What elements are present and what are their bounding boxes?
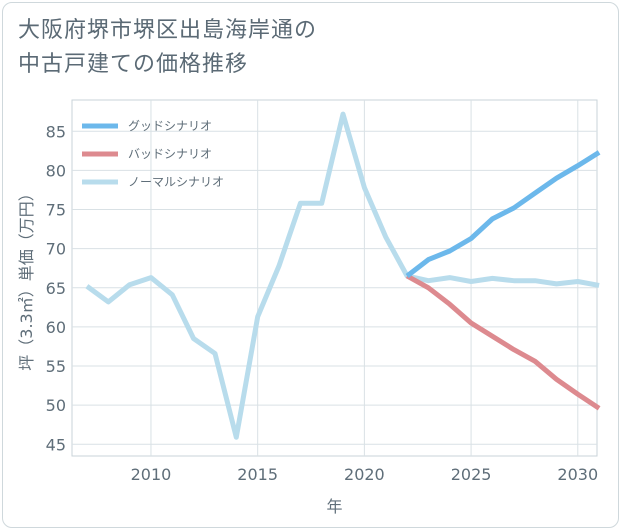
bad-scenario-line (405, 273, 601, 411)
x-tick-label: 2015 (237, 465, 278, 484)
y-tick-label: 85 (46, 122, 66, 141)
y-tick-labels: 45 50 55 60 65 70 75 80 85 (46, 122, 66, 454)
y-tick-label: 55 (46, 357, 66, 376)
y-tick-label: 80 (46, 161, 66, 180)
title-line-1: 大阪府堺市堺区出島海岸通の (18, 18, 318, 43)
series-lines (85, 111, 601, 440)
y-tick-label: 60 (46, 318, 66, 337)
legend-label: バッドシナリオ (128, 147, 212, 161)
legend-label: ノーマルシナリオ (128, 175, 224, 189)
normal-scenario-line (85, 111, 600, 440)
legend-label: グッドシナリオ (128, 119, 212, 133)
legend-bad: バッドシナリオ (82, 147, 212, 161)
y-tick-label: 70 (46, 240, 66, 259)
chart-title: 大阪府堺市堺区出島海岸通の 中古戸建ての価格推移 (18, 14, 578, 82)
x-tick-label: 2010 (131, 465, 172, 484)
x-axis-title: 年 (326, 497, 342, 516)
x-tick-label: 2025 (451, 465, 492, 484)
y-axis-title: 坪（3.3㎡）単価（万円） (17, 185, 36, 370)
y-tick-label: 75 (46, 201, 66, 220)
grid-lines (72, 100, 597, 456)
x-tick-label: 2030 (557, 465, 598, 484)
x-tick-labels: 2010 2015 2020 2025 2030 (131, 465, 599, 484)
good-scenario-line (405, 150, 601, 278)
x-tick-label: 2020 (344, 465, 385, 484)
y-tick-label: 50 (46, 396, 66, 415)
plot-area (71, 99, 598, 457)
title-line-2: 中古戸建ての価格推移 (18, 52, 249, 77)
y-tick-label: 65 (46, 279, 66, 298)
y-tick-label: 45 (46, 435, 66, 454)
legend-normal: ノーマルシナリオ (82, 175, 224, 189)
legend-good: グッドシナリオ (82, 119, 212, 133)
